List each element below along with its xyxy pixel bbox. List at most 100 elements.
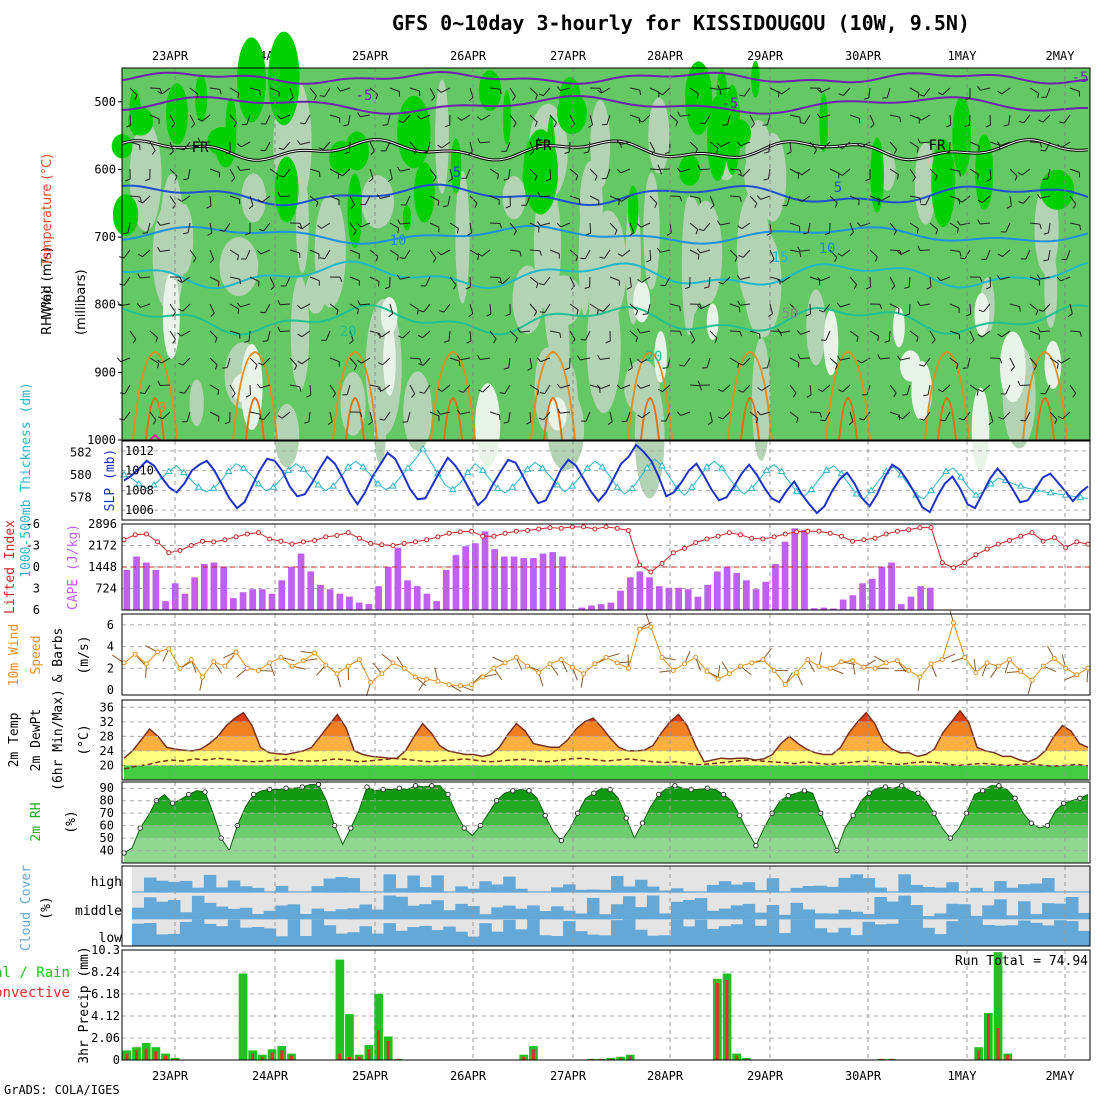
precip-convective-bar: [357, 1056, 361, 1060]
contour-label: 20: [646, 349, 663, 365]
lifted-index-point: [267, 536, 273, 542]
lifted-index-point: [312, 538, 318, 543]
wind-barb: [123, 411, 131, 421]
cape-bar: [907, 596, 915, 610]
thickness-point: [613, 483, 622, 490]
cape-bar: [297, 553, 305, 610]
wind-barb: [642, 114, 651, 123]
isotherm-minus5: [121, 94, 1088, 115]
precip-convective-bar: [154, 1051, 158, 1060]
wind-barb: [585, 411, 591, 422]
wind-barb-flag: [596, 384, 602, 390]
cloud-bar: [946, 903, 959, 920]
wind-barb: [1045, 384, 1051, 395]
cape-bar: [181, 593, 189, 610]
rh-point: [980, 788, 986, 794]
wind-barb-flag: [296, 140, 301, 145]
wind-barb-flag: [877, 197, 882, 202]
wind-barb: [543, 411, 551, 421]
cloud-bar: [1006, 925, 1019, 946]
wind-speed-point: [233, 649, 239, 655]
precip-convective-bar: [599, 1058, 603, 1060]
wind-barb: [969, 384, 979, 392]
wind-barb: [889, 411, 900, 416]
very-dry-region: [893, 306, 905, 348]
cape-bar: [694, 596, 702, 610]
top-date-label: 1MAY: [948, 49, 978, 63]
cloud-bar: [359, 891, 372, 893]
wind-barb: [159, 384, 171, 386]
wind-barb-flag: [1040, 149, 1046, 152]
wind-barb: [400, 276, 411, 280]
dry-region: [278, 118, 293, 161]
wind-barb-flag: [803, 232, 809, 235]
cloud-bar: [144, 897, 157, 920]
cape-bar: [839, 599, 847, 610]
lifted-index-point: [558, 525, 564, 531]
wind-barb-flag: [526, 421, 532, 425]
cloud-bar: [443, 891, 456, 893]
wind-barb-flag: [258, 362, 264, 366]
wind-barb-flag: [514, 337, 518, 343]
wind-barb-flag: [1038, 309, 1044, 312]
precip-total-label: Total / Rain: [0, 965, 70, 981]
wind-barb: [209, 330, 218, 339]
wind-speed-point: [401, 665, 407, 671]
rh-point: [639, 820, 646, 826]
wind-barb-flag: [1057, 415, 1063, 420]
wind-barb: [689, 195, 700, 199]
wind-barb: [182, 303, 191, 312]
wind-barb-flag: [445, 124, 450, 128]
cloud-bar: [898, 895, 911, 920]
wind-barb-flag: [870, 123, 875, 129]
wind-barb-flag: [207, 232, 213, 236]
wind-barb: [709, 141, 719, 149]
wind-barb-flag: [536, 357, 542, 362]
thickness-point: [643, 464, 651, 471]
cloud-bar: [251, 927, 265, 946]
lifted-index-point: [435, 534, 441, 540]
cape-bar: [510, 556, 518, 610]
wind-barb-flag: [893, 230, 897, 236]
wind-barb: [989, 357, 1001, 359]
cloud-bar: [191, 919, 205, 946]
precip-convective-bar: [270, 1052, 274, 1060]
wind-barb: [529, 384, 539, 391]
cloud-bar: [1030, 914, 1043, 920]
dry-region: [274, 403, 300, 468]
wind-barb-flag: [676, 411, 681, 416]
thickness-point: [762, 466, 771, 473]
wind-barb: [549, 330, 560, 334]
wind-barb-flag: [904, 313, 910, 317]
wind-barb: [869, 276, 872, 288]
wind-barb-flag: [893, 392, 897, 398]
wind-barb-flag: [477, 255, 480, 261]
wind-barb: [820, 114, 831, 119]
very-dry-region: [633, 280, 651, 323]
wind-barb: [264, 303, 271, 314]
wind-barb: [809, 141, 817, 150]
rh-tick-label: 50: [100, 831, 114, 845]
cloud-bar: [563, 884, 576, 893]
precip-convective-bar: [386, 1040, 390, 1060]
wind-barb-flag: [1054, 419, 1058, 425]
cape-bar: [549, 552, 557, 610]
precip-convective-bar: [1006, 1054, 1010, 1060]
wind-barb-flag: [1014, 175, 1018, 181]
wind-barb: [880, 195, 891, 202]
cloud-bar: [455, 903, 468, 920]
wind-barb: [249, 195, 254, 206]
wind-barb: [407, 411, 411, 422]
wind-barb: [209, 276, 220, 282]
wind-barb: [689, 222, 699, 230]
wind-barb: [1029, 141, 1041, 143]
wind-barb-flag: [919, 418, 925, 421]
wind-barb-flag: [1018, 120, 1024, 124]
wind-barb: [980, 222, 991, 225]
very-dry-region: [900, 350, 921, 382]
cloud-bar: [958, 904, 971, 920]
wind-barb: [149, 87, 161, 89]
wind-barb-flag: [377, 333, 383, 338]
wind-barb: [443, 303, 451, 313]
